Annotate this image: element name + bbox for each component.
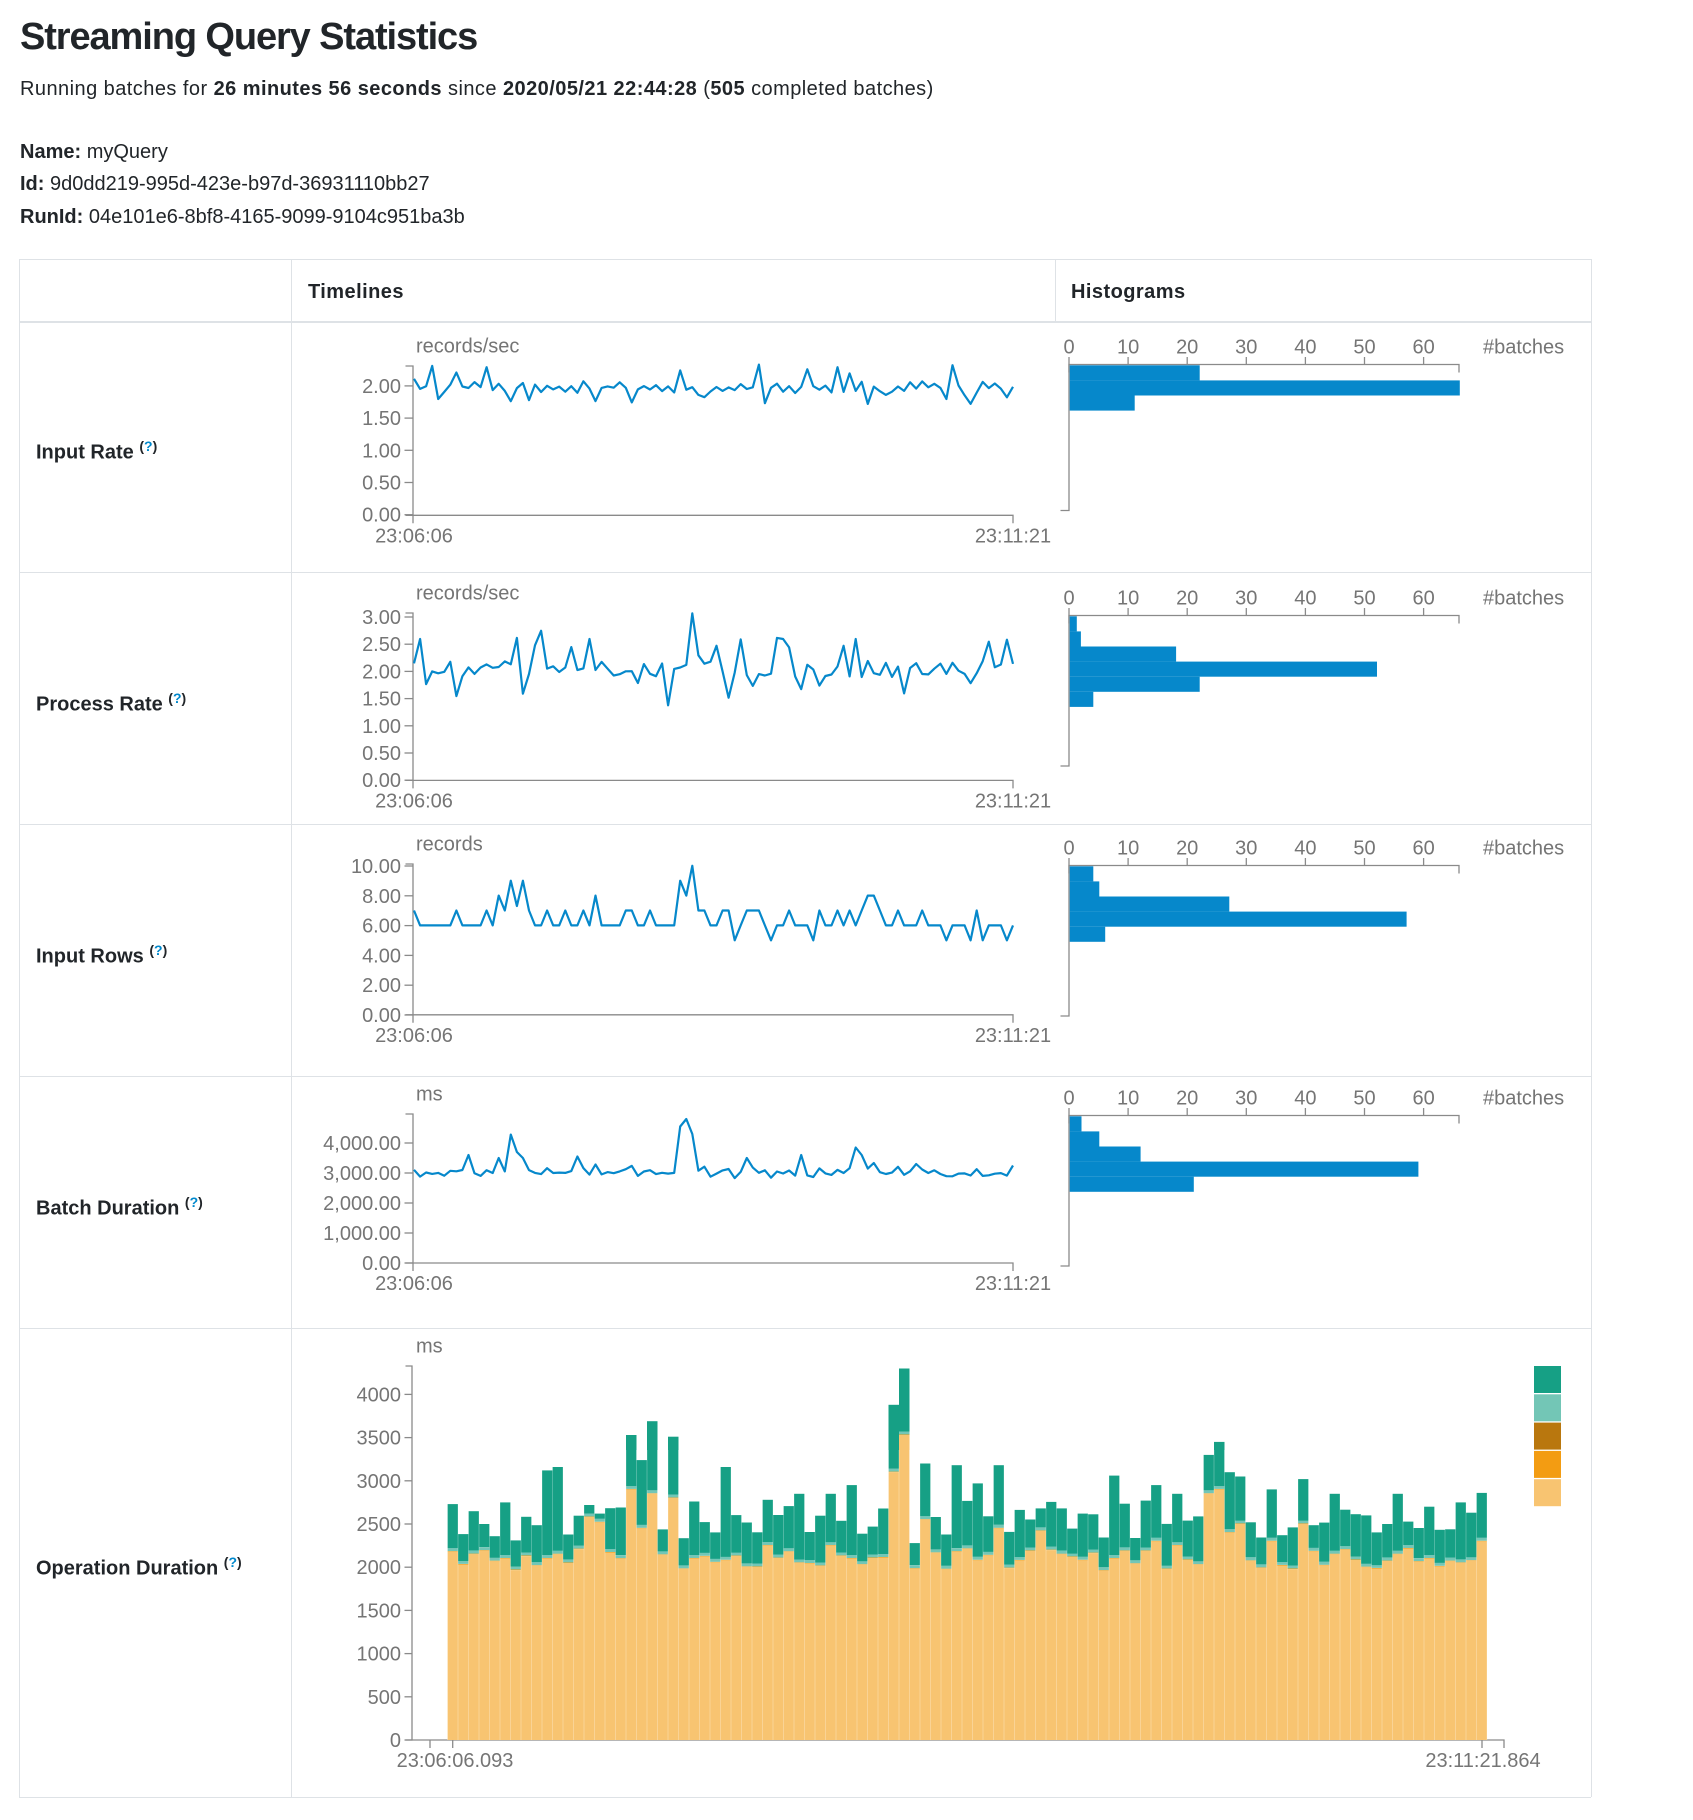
svg-text:2.00: 2.00 <box>362 376 401 398</box>
svg-text:20: 20 <box>1176 838 1198 860</box>
svg-text:30: 30 <box>1235 1088 1257 1110</box>
svg-text:23:11:21.864: 23:11:21.864 <box>1425 1750 1540 1772</box>
svg-text:500: 500 <box>368 1687 401 1709</box>
svg-text:0: 0 <box>1063 588 1074 610</box>
svg-text:records/sec: records/sec <box>416 583 519 605</box>
svg-text:23:11:21: 23:11:21 <box>975 1273 1051 1295</box>
svg-text:23:06:06: 23:06:06 <box>375 1025 453 1047</box>
svg-text:23:06:06.093: 23:06:06.093 <box>397 1750 514 1772</box>
svg-text:0.50: 0.50 <box>362 743 401 765</box>
svg-text:0.50: 0.50 <box>362 473 401 495</box>
svg-text:2500: 2500 <box>357 1514 402 1536</box>
svg-text:3.00: 3.00 <box>362 607 401 629</box>
svg-text:#batches: #batches <box>1483 588 1564 610</box>
svg-text:2.00: 2.00 <box>362 975 401 997</box>
svg-text:3500: 3500 <box>357 1428 402 1450</box>
svg-text:20: 20 <box>1176 588 1198 610</box>
svg-text:30: 30 <box>1235 337 1257 359</box>
svg-text:ms: ms <box>416 1084 443 1106</box>
svg-text:0: 0 <box>390 1730 401 1752</box>
svg-text:#batches: #batches <box>1483 337 1564 359</box>
svg-text:60: 60 <box>1412 337 1434 359</box>
svg-text:1.00: 1.00 <box>362 440 401 462</box>
svg-text:50: 50 <box>1353 588 1375 610</box>
svg-text:records/sec: records/sec <box>416 336 519 358</box>
svg-text:1.50: 1.50 <box>362 689 401 711</box>
svg-text:4000: 4000 <box>357 1384 402 1406</box>
svg-text:50: 50 <box>1353 1088 1375 1110</box>
svg-text:60: 60 <box>1412 588 1434 610</box>
svg-text:10: 10 <box>1117 337 1139 359</box>
svg-text:0.00: 0.00 <box>362 1253 401 1275</box>
svg-text:50: 50 <box>1353 838 1375 860</box>
svg-text:10: 10 <box>1117 588 1139 610</box>
svg-text:#batches: #batches <box>1483 1088 1564 1110</box>
svg-text:40: 40 <box>1294 838 1316 860</box>
svg-text:23:06:06: 23:06:06 <box>375 1273 453 1295</box>
svg-text:40: 40 <box>1294 588 1316 610</box>
svg-text:1.50: 1.50 <box>362 408 401 430</box>
svg-text:10: 10 <box>1117 838 1139 860</box>
svg-text:23:06:06: 23:06:06 <box>375 525 453 547</box>
svg-text:#batches: #batches <box>1483 838 1564 860</box>
svg-text:10: 10 <box>1117 1088 1139 1110</box>
svg-text:0.00: 0.00 <box>362 770 401 792</box>
svg-text:50: 50 <box>1353 337 1375 359</box>
svg-text:records: records <box>416 834 483 856</box>
svg-text:0: 0 <box>1063 337 1074 359</box>
svg-text:1000: 1000 <box>357 1644 402 1666</box>
svg-text:2.50: 2.50 <box>362 634 401 656</box>
svg-text:30: 30 <box>1235 588 1257 610</box>
svg-text:0: 0 <box>1063 838 1074 860</box>
svg-text:ms: ms <box>416 1336 443 1358</box>
svg-text:1,000.00: 1,000.00 <box>323 1223 401 1245</box>
svg-text:23:11:21: 23:11:21 <box>975 525 1051 547</box>
svg-text:23:06:06: 23:06:06 <box>375 790 453 812</box>
svg-text:0: 0 <box>1063 1088 1074 1110</box>
svg-text:8.00: 8.00 <box>362 886 401 908</box>
svg-text:2000: 2000 <box>357 1557 402 1579</box>
svg-text:4.00: 4.00 <box>362 945 401 967</box>
svg-text:23:11:21: 23:11:21 <box>975 1025 1051 1047</box>
svg-text:4,000.00: 4,000.00 <box>323 1133 401 1155</box>
svg-text:6.00: 6.00 <box>362 916 401 938</box>
svg-text:0.00: 0.00 <box>362 1005 401 1027</box>
svg-text:20: 20 <box>1176 337 1198 359</box>
svg-text:23:11:21: 23:11:21 <box>975 790 1051 812</box>
svg-text:1.00: 1.00 <box>362 716 401 738</box>
svg-text:40: 40 <box>1294 337 1316 359</box>
svg-text:2,000.00: 2,000.00 <box>323 1193 401 1215</box>
svg-text:60: 60 <box>1412 1088 1434 1110</box>
svg-text:1500: 1500 <box>357 1600 402 1622</box>
svg-text:3000: 3000 <box>357 1471 402 1493</box>
svg-text:10.00: 10.00 <box>351 856 401 878</box>
svg-text:3,000.00: 3,000.00 <box>323 1163 401 1185</box>
svg-text:20: 20 <box>1176 1088 1198 1110</box>
svg-text:40: 40 <box>1294 1088 1316 1110</box>
svg-text:2.00: 2.00 <box>362 661 401 683</box>
svg-text:0.00: 0.00 <box>362 505 401 527</box>
svg-text:60: 60 <box>1412 838 1434 860</box>
svg-text:30: 30 <box>1235 838 1257 860</box>
